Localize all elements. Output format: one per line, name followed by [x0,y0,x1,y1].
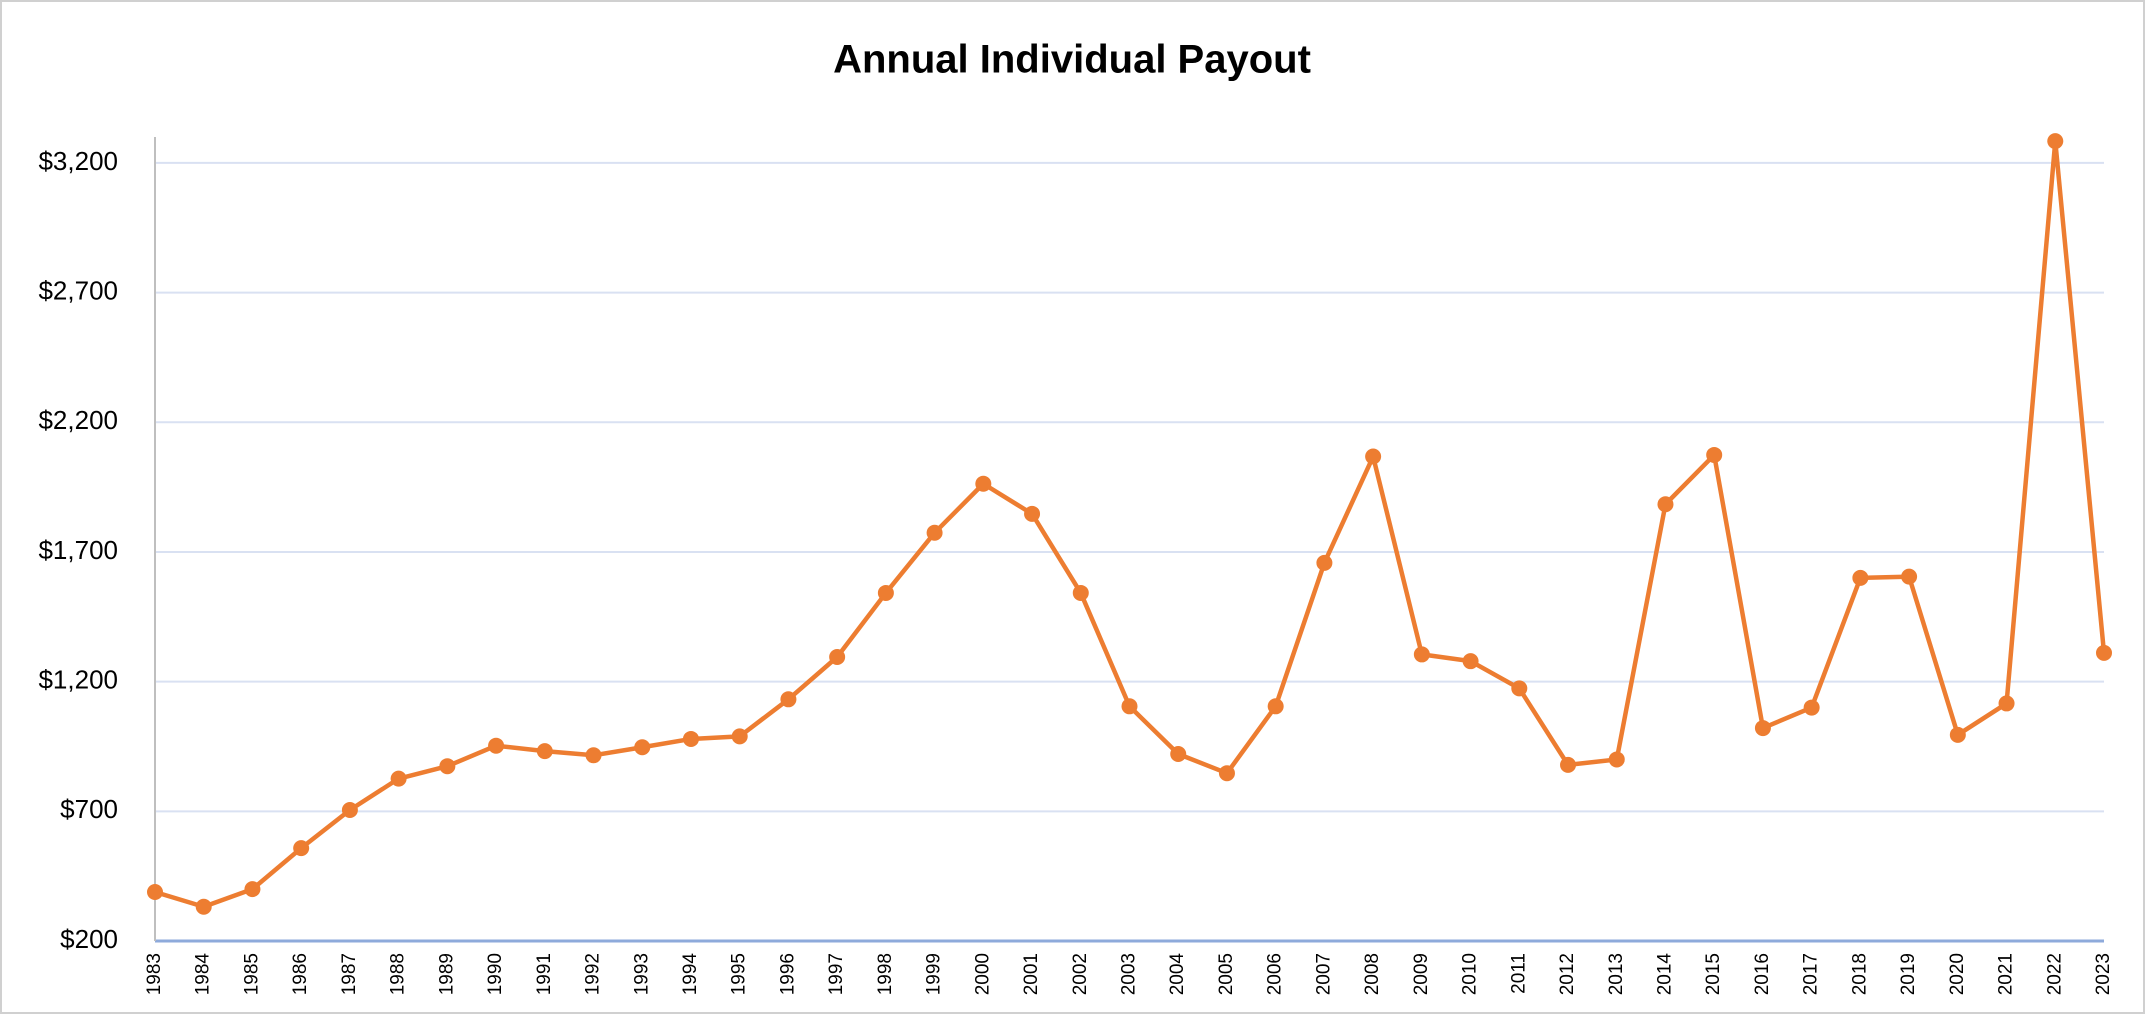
x-tick-label: 2010 [1460,953,1481,995]
x-tick-label: 2021 [1996,953,2017,995]
x-tick-label: 1988 [388,953,409,995]
chart-title: Annual Individual Payout [833,38,1311,82]
x-tick-label: 1996 [777,953,798,995]
data-point [829,649,846,666]
data-point [195,898,212,915]
data-point [536,743,553,760]
data-point [2047,133,2064,150]
data-point [1365,448,1382,465]
x-tick-label: 2006 [1265,953,1286,995]
data-point [1170,746,1187,763]
x-tick-label: 1995 [729,953,750,995]
y-tick-label: $3,200 [38,146,118,176]
x-tick-label: 2014 [1654,953,1675,996]
x-tick-label: 2001 [1021,953,1042,995]
data-point [877,584,894,601]
data-point [926,524,943,541]
data-point [1560,756,1577,773]
data-point [731,728,748,745]
data-point [1657,496,1674,513]
x-tick-label: 2016 [1752,953,1773,995]
y-tick-label: $1,200 [38,665,118,695]
x-tick-label: 1985 [241,953,262,995]
x-tick-label: 1997 [826,953,847,995]
data-point [1901,568,1918,585]
data-point [244,881,261,898]
x-tick-label: 1984 [193,953,214,996]
x-tick-label: 2018 [1849,953,1870,995]
x-tick-label: 2004 [1167,953,1188,996]
data-point [1218,765,1235,782]
x-tick-label: 1986 [290,953,311,995]
data-point [1072,584,1089,601]
data-point [975,475,992,492]
x-tick-label: 2020 [1947,953,1968,995]
x-tick-label: 2008 [1362,953,1383,995]
x-tick-label: 2012 [1557,953,1578,995]
x-tick-label: 1994 [680,953,701,996]
y-tick-label: $200 [60,924,118,954]
y-tick-label: $700 [60,794,118,824]
data-point [682,730,699,747]
x-tick-label: 1987 [339,953,360,995]
data-point [439,758,456,775]
data-point [1706,446,1723,463]
y-tick-label: $2,200 [38,405,118,435]
data-point [585,747,602,764]
x-tick-label: 2015 [1703,953,1724,995]
x-tick-label: 1992 [583,953,604,995]
x-tick-label: 1991 [534,953,555,995]
data-point [1462,653,1479,670]
data-point [634,739,651,756]
data-point [1803,699,1820,716]
data-point [341,802,358,819]
x-tick-label: 2007 [1313,953,1334,995]
data-point [1316,554,1333,571]
data-point [1852,569,1869,586]
data-point [780,691,797,708]
data-point [1608,751,1625,768]
data-point [1998,695,2015,712]
x-tick-label: 2011 [1508,953,1529,994]
data-point [488,737,505,754]
x-tick-label: 2000 [972,953,993,995]
data-point [1024,505,1041,522]
data-point [1121,698,1138,715]
data-point [1754,720,1771,737]
x-tick-label: 1983 [144,953,165,995]
y-tick-label: $2,700 [38,275,118,305]
x-tick-label: 2017 [1801,953,1822,995]
data-point [390,770,407,787]
y-tick-label: $1,700 [38,535,118,565]
data-point [1267,698,1284,715]
data-point [2096,644,2112,661]
data-point [293,840,310,857]
data-point [147,883,163,900]
x-tick-label: 2013 [1606,953,1627,995]
x-tick-label: 2023 [2093,953,2114,995]
x-tick-label: 2019 [1898,953,1919,995]
x-tick-label: 1998 [875,953,896,995]
x-tick-label: 2005 [1216,953,1237,995]
x-tick-label: 1993 [631,953,652,995]
x-tick-label: 1990 [485,953,506,995]
x-tick-label: 1999 [924,953,945,995]
data-point [1413,646,1430,663]
x-tick-label: 2003 [1119,953,1140,995]
x-tick-label: 2002 [1070,953,1091,995]
x-tick-label: 1989 [436,953,457,995]
data-point [1949,726,1966,743]
data-point [1511,680,1528,697]
x-tick-label: 2022 [2044,953,2065,995]
x-tick-label: 2009 [1411,953,1432,995]
